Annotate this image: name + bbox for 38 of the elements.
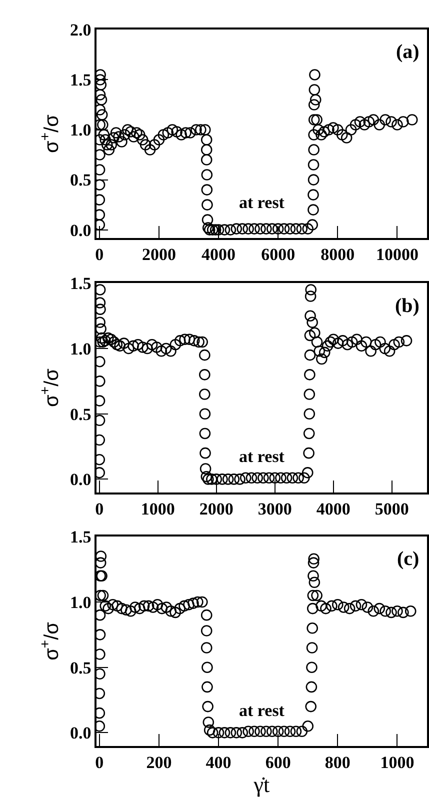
annotation: (c) [397,548,420,570]
x-tick-label: 3000 [258,499,292,518]
x-tick-label: 8000 [320,244,355,264]
x-tick-label: 200 [146,752,172,772]
y-tick-label: 0.0 [70,470,92,490]
y-tick-label: 1.0 [70,339,92,358]
x-tick-label: 0 [95,752,104,772]
annotation: at rest [239,193,285,212]
x-tick-label: 5000 [374,499,409,518]
y-tick-label: 0.5 [70,404,92,424]
y-tick-label: 1.0 [70,592,92,612]
y-tick-label: 1.5 [70,528,92,547]
x-tick-label: 4000 [202,244,236,264]
x-tick-label: 800 [324,752,350,772]
x-axis-title: γ̇t [252,772,270,797]
x-tick-label: 400 [206,752,232,772]
y-tick-label: 0.0 [70,220,92,240]
annotation: at rest [239,701,285,720]
x-tick-label: 0 [95,499,104,518]
x-tick-label: 1000 [380,752,414,772]
y-tick-label: 0.0 [70,724,92,743]
x-tick-label: 0 [95,244,104,264]
x-tick-label: 600 [265,752,291,772]
annotation: at rest [239,447,285,466]
y-tick-label: 0.5 [70,658,92,678]
x-tick-label: 2000 [199,499,234,518]
y-tick-label: 2.0 [70,20,92,40]
x-tick-label: 2000 [142,244,176,264]
x-tick-label: 1000 [140,499,175,518]
y-tick-label: 0.5 [70,170,92,190]
x-tick-label: 4000 [316,499,350,518]
x-tick-label: 6000 [261,244,296,264]
annotation: (a) [396,41,420,63]
y-tick-label: 1.0 [70,120,92,140]
x-tick-label: 10000 [376,244,418,264]
y-tick-label: 1.5 [70,70,92,90]
y-tick-label: 1.5 [70,274,92,294]
annotation: (b) [395,295,420,317]
